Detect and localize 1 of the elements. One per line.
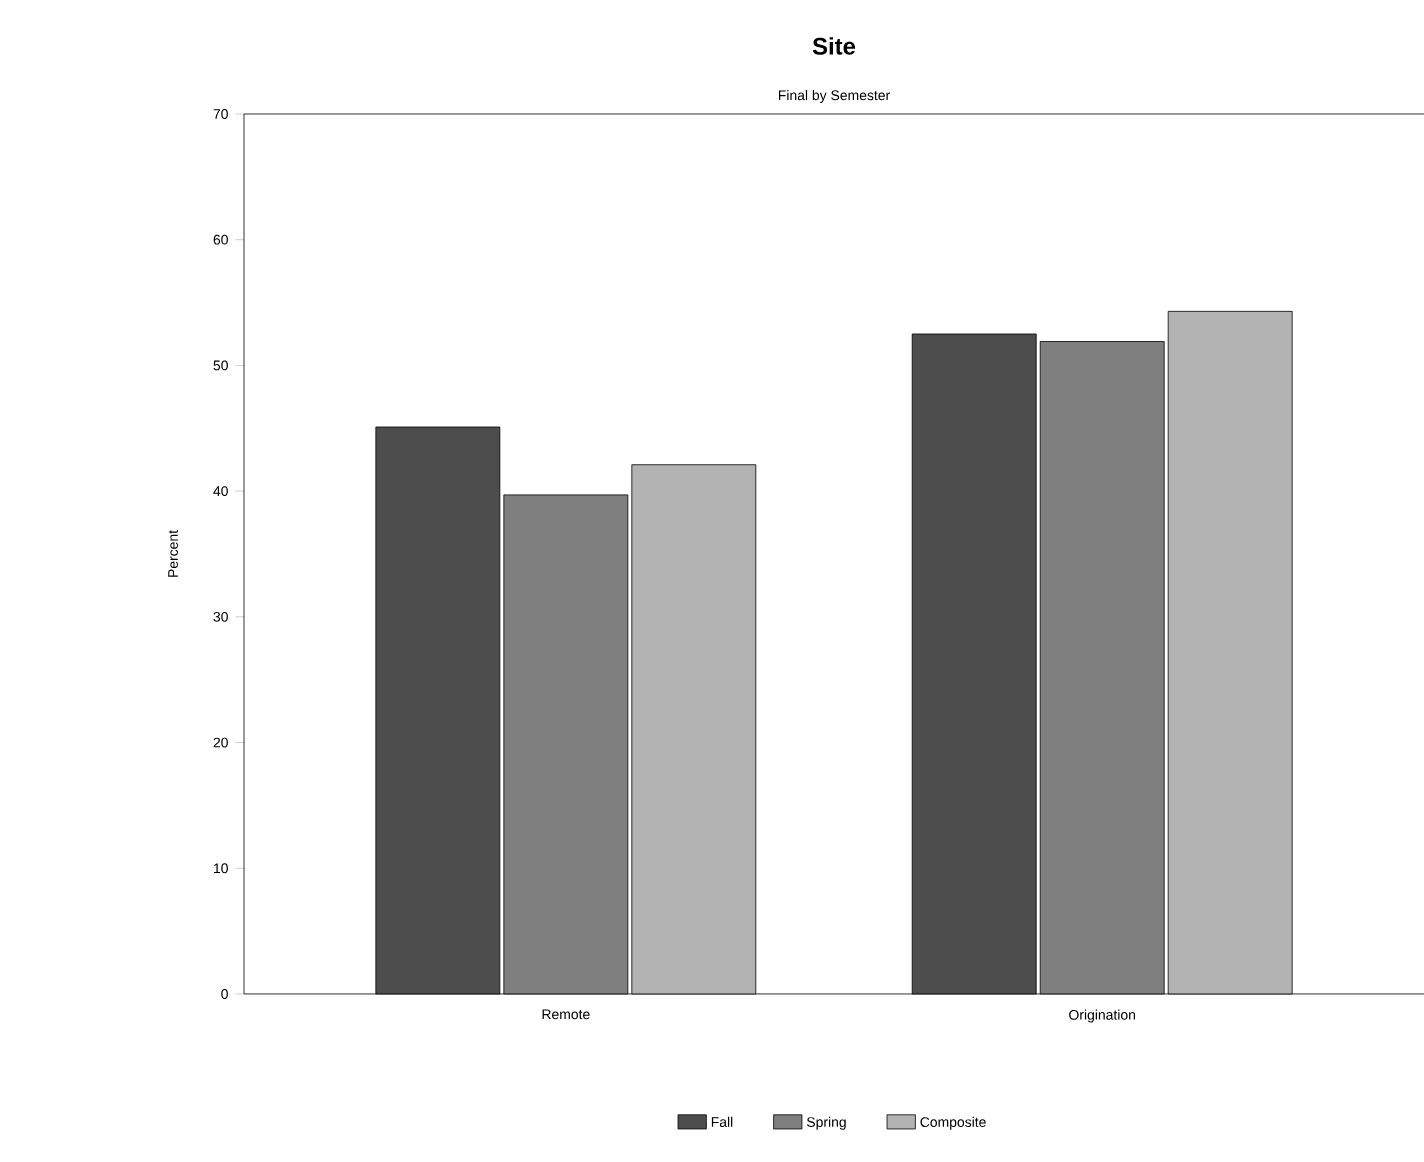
chart-title: Site — [812, 37, 856, 55]
